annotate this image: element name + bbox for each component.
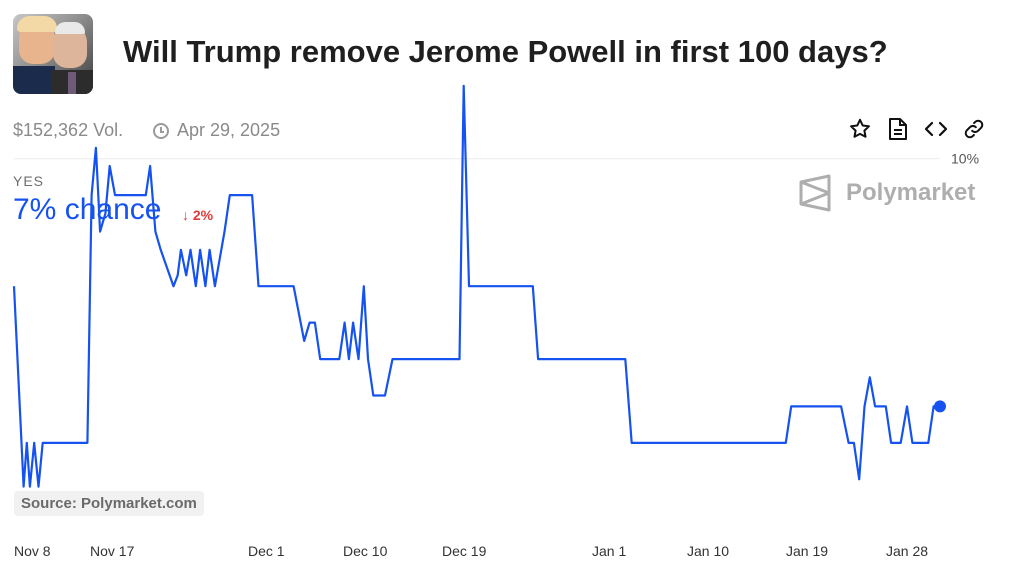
last-point-marker xyxy=(934,400,946,413)
x-tick-label: Dec 19 xyxy=(442,543,487,559)
end-date: Apr 29, 2025 xyxy=(153,120,280,141)
chance-value: 7% chance xyxy=(13,193,162,226)
x-tick-label: Nov 17 xyxy=(90,543,135,559)
chance-delta: ↓ 2% xyxy=(182,207,213,223)
source-label: Source: Polymarket.com xyxy=(14,491,204,516)
action-toolbar xyxy=(848,116,986,142)
outcome-label: YES xyxy=(13,173,45,189)
chance-delta-value: 2% xyxy=(192,207,214,223)
link-icon[interactable] xyxy=(962,116,986,142)
x-tick-label: Jan 19 xyxy=(786,543,828,559)
clock-icon xyxy=(153,122,169,139)
star-icon[interactable] xyxy=(848,116,872,142)
page-title: Will Trump remove Jerome Powell in first… xyxy=(123,34,888,69)
y-tick-label: 10% xyxy=(951,151,979,167)
polymarket-logo: Polymarket xyxy=(798,174,975,212)
x-tick-label: Jan 10 xyxy=(687,543,729,559)
arrow-down-icon: ↓ xyxy=(182,207,189,223)
x-tick-label: Jan 1 xyxy=(592,543,626,559)
x-tick-label: Dec 10 xyxy=(343,543,388,559)
volume-text: $152,362 Vol. xyxy=(13,120,124,140)
polymarket-logo-icon xyxy=(799,174,831,212)
series-line xyxy=(12,84,940,488)
embed-code-icon[interactable] xyxy=(924,116,948,142)
end-date-label: Apr 29, 2025 xyxy=(177,120,281,140)
brand-name: Polymarket xyxy=(846,179,976,206)
market-thumbnail xyxy=(13,14,93,94)
x-tick-label: Dec 1 xyxy=(248,543,285,559)
document-icon[interactable] xyxy=(886,116,910,142)
x-tick-label: Nov 8 xyxy=(14,543,51,559)
x-tick-label: Jan 28 xyxy=(886,543,928,559)
